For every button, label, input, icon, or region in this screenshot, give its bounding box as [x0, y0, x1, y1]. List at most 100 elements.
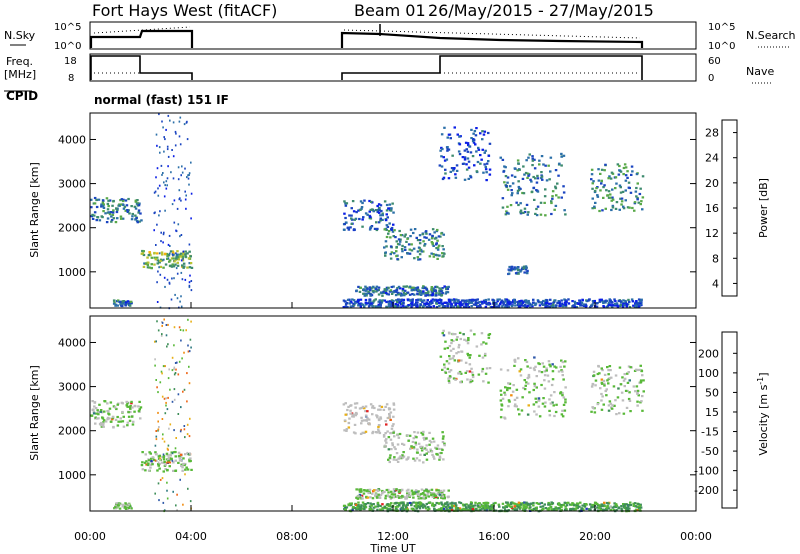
range-gate-cell [369, 496, 372, 499]
range-gate-cell [102, 425, 105, 428]
range-gate-cell [387, 230, 391, 233]
range-gate-cell [442, 435, 445, 438]
range-gate-cell [532, 298, 535, 301]
range-gate-cell [400, 306, 403, 309]
range-gate-cell [450, 509, 454, 512]
range-gate-cell [140, 464, 144, 467]
range-gate-cell [368, 228, 372, 231]
figure-title: Fort Hays West (fitACF) [92, 1, 277, 20]
range-gate-cell [368, 303, 372, 306]
range-gate-cell [484, 372, 488, 375]
colorbar-tick-label: 12 [705, 227, 719, 240]
range-gate-cell [154, 340, 156, 343]
range-gate-cell [161, 477, 164, 480]
range-gate-cell [127, 302, 131, 305]
range-gate-cell [563, 298, 566, 301]
range-gate-cell [409, 228, 413, 231]
range-gate-cell [392, 430, 396, 433]
range-gate-cell [483, 509, 487, 512]
range-gate-cell [468, 298, 471, 302]
range-gate-cell [501, 300, 505, 303]
range-gate-cell [476, 301, 479, 304]
range-gate-cell [604, 300, 607, 303]
range-gate-cell [435, 501, 438, 505]
range-gate-cell [128, 301, 131, 304]
range-gate-cell [157, 455, 161, 458]
range-gate-cell [434, 286, 437, 289]
range-gate-cell [168, 427, 170, 430]
range-gate-cell [343, 228, 346, 231]
range-gate-cell [538, 304, 542, 307]
range-gate-cell [621, 304, 624, 307]
echo-region [383, 228, 446, 261]
range-gate-cell [480, 300, 483, 303]
range-gate-cell [549, 505, 552, 508]
range-gate-cell [626, 303, 630, 306]
range-gate-cell [540, 177, 543, 180]
range-gate-cell [377, 430, 381, 433]
range-gate-cell [605, 501, 609, 505]
range-gate-cell [175, 267, 178, 270]
range-gate-cell [615, 509, 618, 512]
range-gate-cell [622, 205, 625, 208]
range-gate-cell [433, 298, 437, 301]
range-gate-cell [157, 391, 159, 394]
range-gate-cell [385, 423, 388, 426]
range-gate-cell [389, 209, 393, 212]
range-gate-cell [628, 507, 631, 510]
range-gate-cell [422, 436, 426, 439]
range-gate-cell [90, 206, 93, 209]
range-gate-cell [404, 497, 407, 500]
range-gate-cell [156, 301, 159, 303]
range-gate-cell [518, 302, 521, 305]
range-gate-cell [396, 434, 400, 437]
range-gate-cell [637, 394, 640, 397]
range-gate-cell [431, 289, 434, 292]
range-gate-cell [624, 301, 628, 304]
range-gate-cell [534, 303, 537, 307]
range-gate-cell [364, 301, 368, 304]
range-gate-cell [184, 453, 187, 456]
range-gate-cell [506, 301, 510, 304]
range-gate-cell [527, 211, 530, 214]
range-gate-cell [491, 298, 494, 301]
range-gate-cell [180, 295, 182, 298]
range-gate-cell [505, 298, 509, 301]
range-gate-cell [394, 506, 398, 509]
range-gate-cell [480, 343, 483, 346]
range-gate-cell [173, 344, 175, 347]
range-gate-cell [534, 302, 538, 305]
range-gate-cell [190, 289, 193, 292]
range-gate-cell [463, 305, 466, 308]
range-gate-cell [488, 367, 492, 370]
range-gate-cell [509, 269, 512, 272]
range-gate-cell [362, 216, 365, 219]
range-gate-cell [173, 326, 176, 329]
range-gate-cell [358, 302, 361, 306]
range-gate-cell [428, 507, 431, 510]
range-gate-cell [431, 234, 434, 237]
range-gate-cell [171, 253, 174, 256]
range-gate-cell [372, 291, 375, 294]
range-gate-cell [431, 437, 435, 440]
range-gate-cell [189, 274, 191, 277]
range-gate-cell [90, 414, 94, 417]
range-gate-cell [160, 370, 163, 373]
range-gate-cell [171, 452, 174, 455]
range-gate-cell [385, 291, 388, 295]
range-gate-cell [639, 303, 642, 306]
range-gate-cell [389, 257, 393, 260]
range-gate-cell [537, 397, 541, 400]
range-gate-cell [620, 200, 624, 203]
range-gate-cell [167, 459, 171, 462]
range-gate-cell [570, 503, 573, 506]
range-gate-cell [515, 388, 519, 391]
range-gate-cell [176, 272, 179, 275]
range-gate-cell [526, 172, 530, 175]
range-gate-cell [357, 501, 360, 504]
range-gate-cell [128, 405, 132, 408]
range-gate-cell [518, 504, 521, 507]
range-gate-cell [623, 373, 626, 376]
colorbar-tick-label: -100 [694, 465, 719, 478]
range-gate-cell [174, 144, 177, 147]
